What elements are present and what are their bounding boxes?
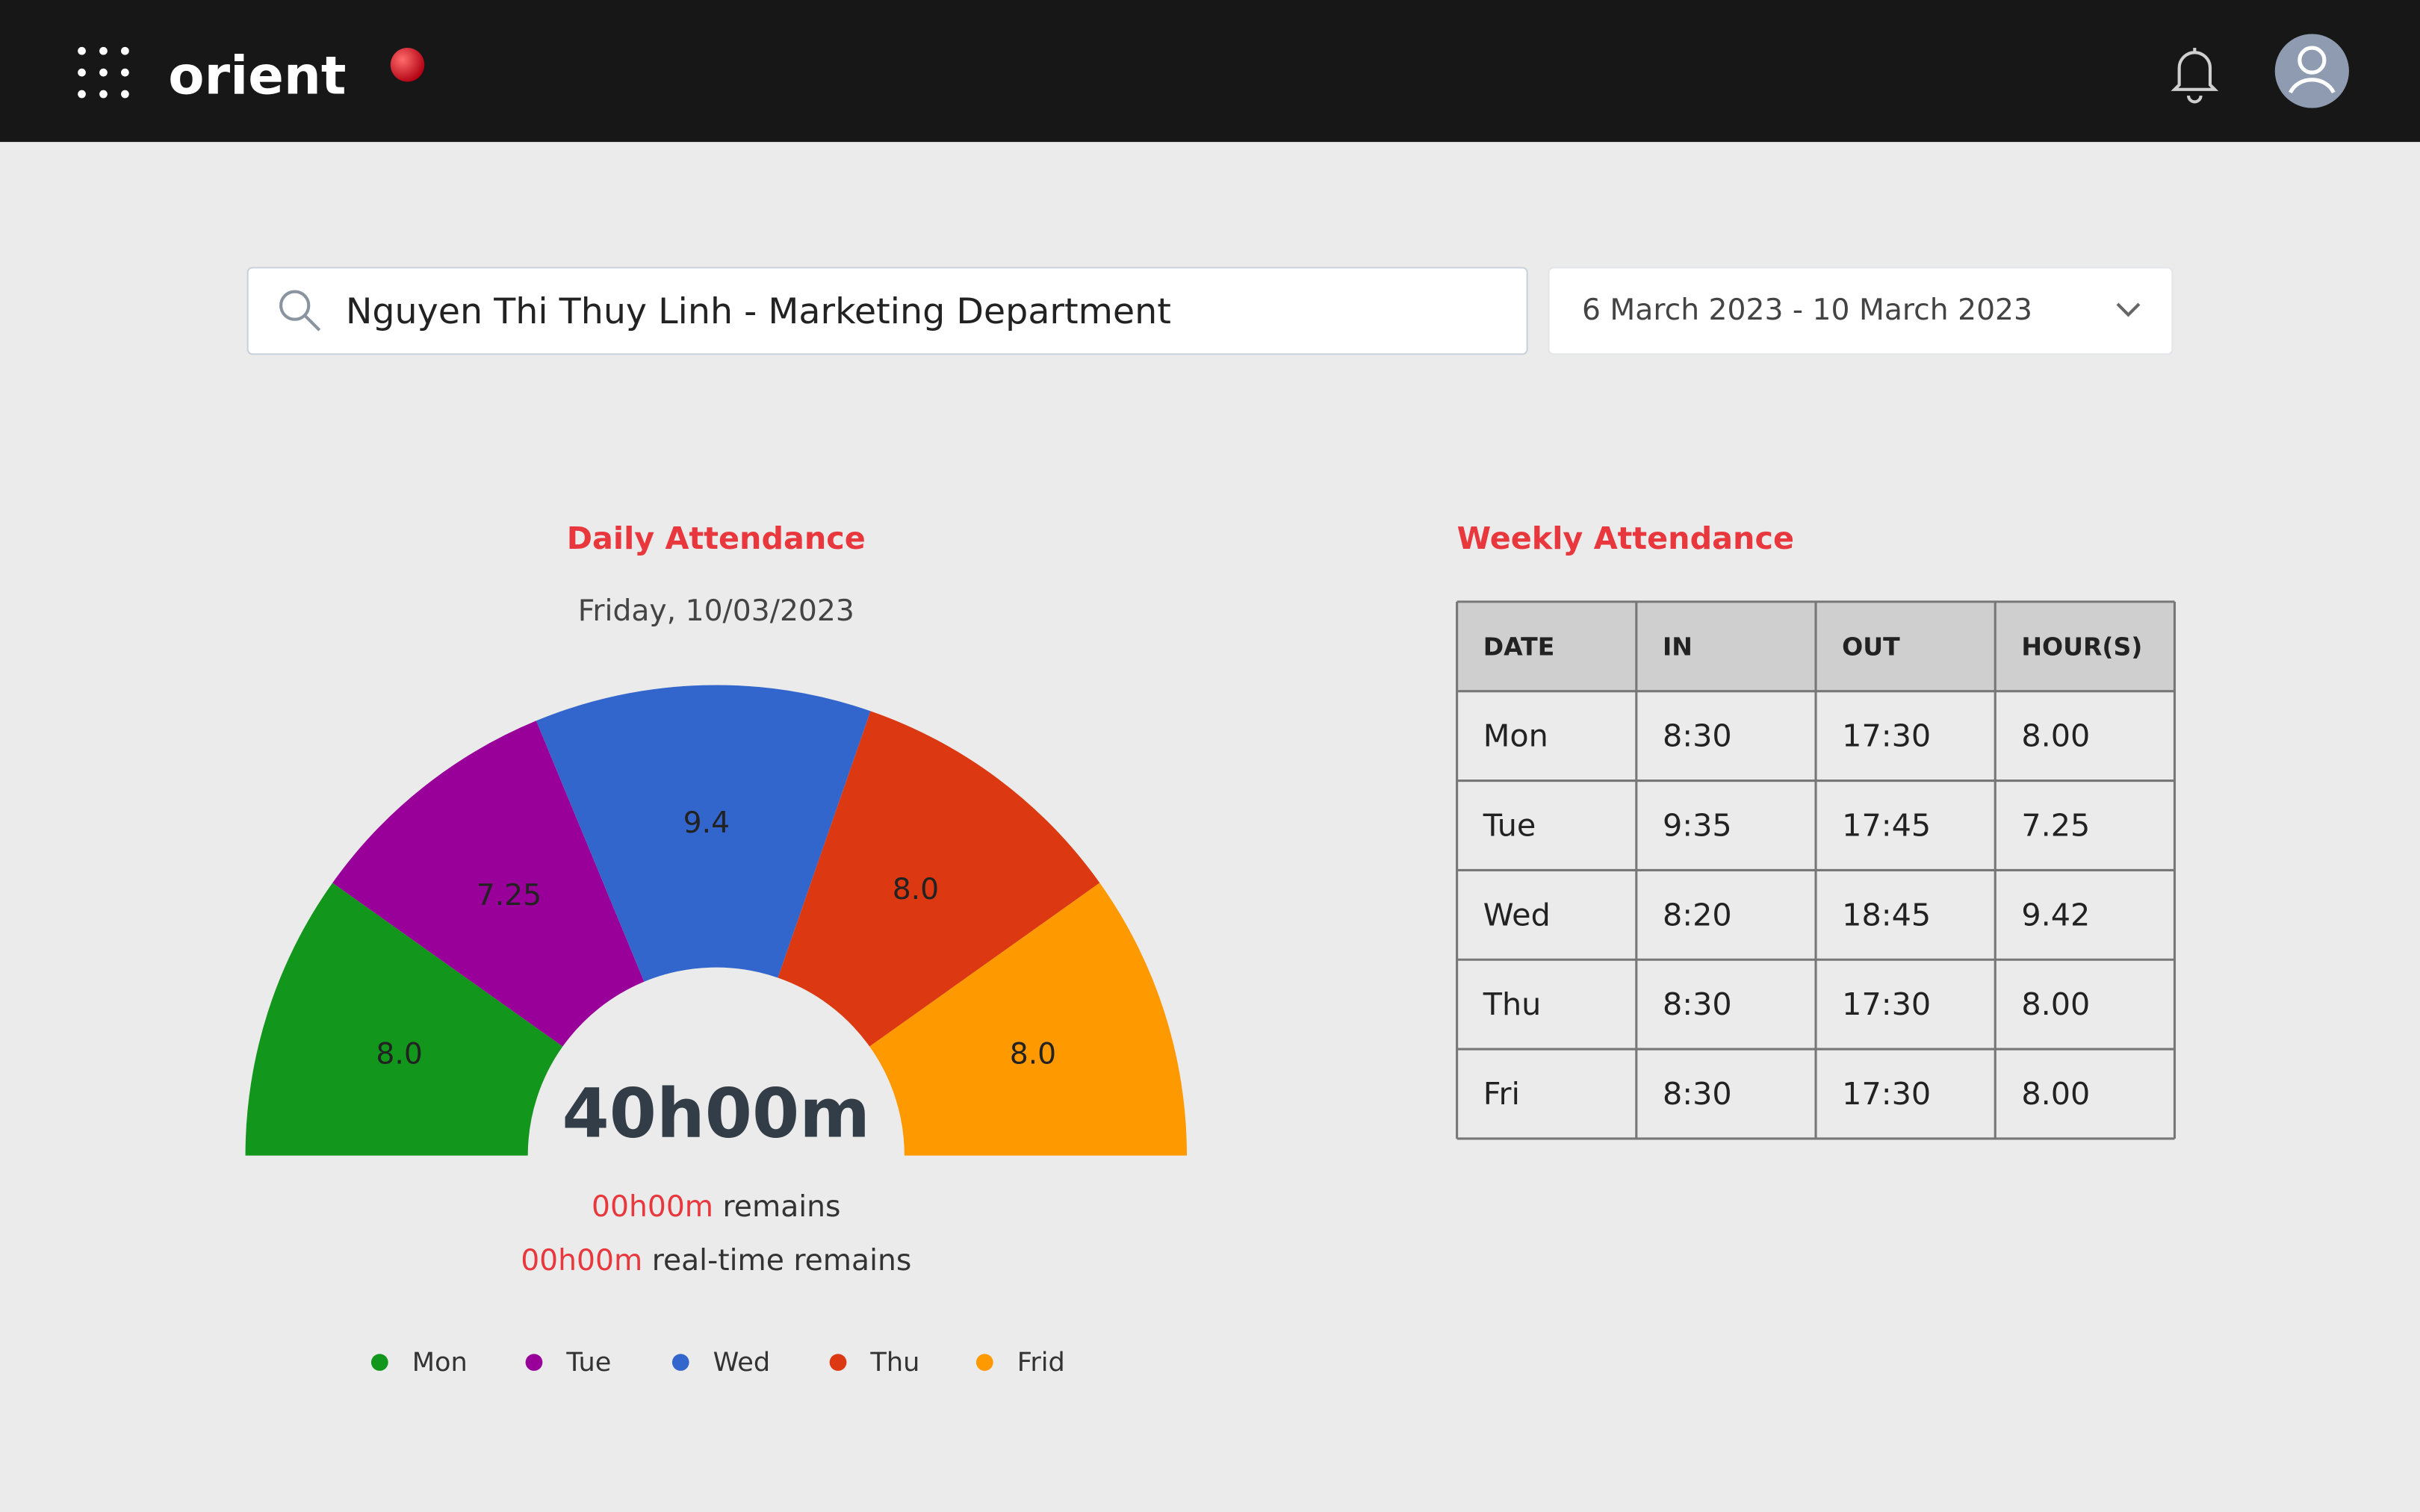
- table-cell: Fri: [1483, 1076, 1520, 1112]
- table-cell: 9:35: [1663, 807, 1732, 843]
- table-header-cell: IN: [1663, 632, 1693, 661]
- apps-menu[interactable]: [78, 46, 129, 99]
- legend-label: Frid: [1017, 1347, 1065, 1378]
- slice-label: 9.4: [683, 806, 730, 840]
- table-header-cell: DATE: [1483, 632, 1555, 661]
- chart-subtitle: Friday, 10/03/2023: [578, 594, 854, 628]
- legend-label: Mon: [412, 1347, 468, 1378]
- legend-label: Tue: [565, 1347, 611, 1378]
- search-box[interactable]: [246, 267, 1528, 355]
- slice-label: 8.0: [1010, 1038, 1056, 1071]
- table-cell: 17:45: [1842, 807, 1931, 843]
- top-bar: [0, 0, 2420, 143]
- total-hours: 40h00m: [562, 1074, 870, 1153]
- legend-swatch: [671, 1354, 689, 1371]
- table-cell: 8.00: [2021, 986, 2090, 1022]
- legend: Mon Tue Wed Thu Frid: [370, 1347, 1065, 1378]
- table-cell: 17:30: [1842, 1076, 1931, 1112]
- slice-label: 7.25: [477, 879, 542, 912]
- logo[interactable]: orient: [168, 45, 346, 106]
- slice: [536, 685, 871, 982]
- slice: [245, 883, 563, 1156]
- table-cell: 8:30: [1663, 718, 1732, 754]
- table-cell: 8:20: [1663, 897, 1732, 933]
- avatar[interactable]: [2274, 34, 2349, 108]
- legend-swatch: [829, 1354, 847, 1371]
- realtime-remains: 00h00m real-time remains: [521, 1244, 911, 1278]
- date-range: 6 March 2023 - 10 March 2023: [1582, 293, 2032, 327]
- logo-dot: [390, 48, 425, 82]
- slice: [332, 721, 645, 1047]
- table-cell: 8:30: [1663, 1076, 1732, 1112]
- slice: [778, 711, 1100, 1047]
- table-header-cell: OUT: [1842, 632, 1900, 661]
- notification-bell[interactable]: [2171, 48, 2219, 104]
- legend-label: Wed: [713, 1347, 771, 1378]
- weekly-title: Weekly Attendance: [1457, 520, 1794, 556]
- legend-label: Thu: [869, 1347, 919, 1378]
- remains-label: remains: [723, 1189, 841, 1223]
- table-cell: Wed: [1483, 897, 1551, 933]
- table-cell: 17:30: [1842, 718, 1931, 754]
- dropdown-chevron: [2116, 302, 2141, 317]
- realtime-remains-value: 00h00m: [521, 1244, 642, 1278]
- table-cell: Mon: [1483, 718, 1548, 754]
- table-cell: 8:30: [1663, 986, 1732, 1022]
- table-cell: 8.00: [2021, 1076, 2090, 1112]
- slice-label: 8.0: [376, 1038, 422, 1071]
- table-cell: Thu: [1483, 986, 1542, 1022]
- slice-label: 8.0: [893, 873, 939, 906]
- table-cell: 18:45: [1842, 897, 1931, 933]
- weekly-table: DATE IN OUT HOUR(S) Mon 8:30 17:30 8.00 Tue 9:35 1…: [1456, 600, 2177, 1140]
- search-icon: [279, 290, 321, 332]
- table-cell: 8.00: [2021, 718, 2090, 754]
- slice: [869, 883, 1188, 1156]
- legend-swatch: [525, 1354, 543, 1371]
- table-cell: Tue: [1483, 807, 1536, 843]
- search-query: Nguyen Thi Thuy Linh - Marketing Departm…: [346, 291, 1171, 332]
- date-range-select[interactable]: [1548, 267, 2174, 355]
- chart-title: Daily Attendance: [567, 520, 866, 556]
- legend-swatch: [975, 1354, 993, 1371]
- realtime-remains-label: real-time remains: [652, 1244, 912, 1278]
- table-header-cell: HOUR(S): [2021, 632, 2142, 661]
- table-cell: 9.42: [2021, 897, 2090, 933]
- gauge-chart: 8.0 7.25 9.4 8.0 8.0: [245, 685, 1188, 1156]
- table-cell: 7.25: [2021, 807, 2090, 843]
- remains-value: 00h00m: [592, 1189, 713, 1223]
- remains: 00h00m remains: [592, 1189, 840, 1223]
- table-cell: 17:30: [1842, 986, 1931, 1022]
- legend-swatch: [370, 1354, 388, 1371]
